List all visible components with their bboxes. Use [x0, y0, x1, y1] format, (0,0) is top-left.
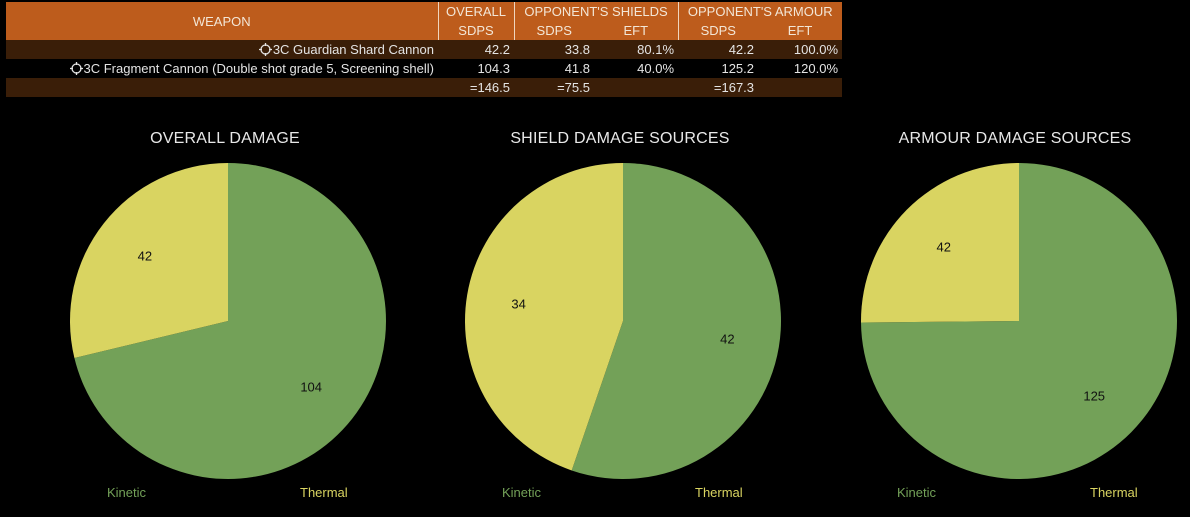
table-row: 3C Fragment Cannon (Double shot grade 5,… [6, 59, 843, 78]
weapon-cell: 3C Guardian Shard Cannon [6, 40, 438, 59]
weapon-cell: 3C Fragment Cannon (Double shot grade 5,… [6, 59, 438, 78]
pie-value-label: 34 [511, 297, 525, 312]
shields-header: OPPONENT'S SHIELDS [513, 2, 679, 21]
shield-legend-thermal: Thermal [695, 485, 743, 500]
totals-row: =146.5 =75.5 =167.3 [6, 78, 843, 97]
pie-slice-kinetic[interactable] [861, 163, 1177, 479]
shield-damage-title: SHIELD DAMAGE SOURCES [510, 130, 730, 147]
pie-slice-kinetic[interactable] [571, 163, 781, 479]
shield-eft-cell: 40.0% [594, 59, 679, 78]
totals-blank-cell [758, 78, 843, 97]
total-overall-sdps: =146.5 [438, 78, 514, 97]
armour-legend-kinetic: Kinetic [897, 485, 937, 500]
weapon-name: 3C Fragment Cannon (Double shot grade 5,… [83, 61, 434, 76]
pie-slice-thermal[interactable] [861, 163, 1019, 323]
shield-sdps-cell: 41.8 [514, 59, 594, 78]
armour-damage-pie-chart: 125 42 [861, 163, 1177, 479]
overall-damage-title: OVERALL DAMAGE [150, 130, 300, 147]
overall-sdps-cell: 42.2 [438, 40, 514, 59]
overall-legend-thermal: Thermal [300, 485, 348, 500]
shield-eft-header[interactable]: EFT [594, 21, 679, 40]
shield-sdps-cell: 33.8 [514, 40, 594, 59]
hardpoint-reticle-icon [258, 43, 272, 56]
pie-value-label: 42 [138, 249, 152, 264]
pie-slice-thermal[interactable] [464, 163, 623, 471]
armour-eft-header[interactable]: EFT [758, 21, 843, 40]
overall-legend-kinetic: Kinetic [107, 485, 147, 500]
pie-slice-thermal[interactable] [70, 163, 228, 359]
shield-damage-pie-chart: 42 34 [464, 163, 781, 479]
pie-slice-kinetic[interactable] [74, 163, 386, 479]
armour-header: OPPONENT'S ARMOUR [677, 2, 843, 21]
pie-value-label: 104 [300, 379, 322, 394]
armour-damage-title: ARMOUR DAMAGE SOURCES [898, 130, 1132, 147]
pie-value-label: 42 [937, 239, 951, 254]
overall-sdps-header[interactable]: SDPS [437, 21, 514, 40]
totals-blank-cell [594, 78, 679, 97]
hardpoint-reticle-icon [69, 62, 83, 75]
shield-eft-cell: 80.1% [594, 40, 679, 59]
shield-sdps-header[interactable]: SDPS [513, 21, 594, 40]
table-row: 3C Guardian Shard Cannon 42.2 33.8 80.1%… [6, 40, 843, 59]
armour-eft-cell: 100.0% [758, 40, 843, 59]
armour-sdps-header[interactable]: SDPS [677, 21, 759, 40]
total-shield-sdps: =75.5 [514, 78, 594, 97]
armour-eft-cell: 120.0% [758, 59, 843, 78]
totals-blank-cell [6, 78, 438, 97]
weapon-name: 3C Guardian Shard Cannon [272, 42, 434, 57]
overall-sdps-cell: 104.3 [438, 59, 514, 78]
armour-sdps-cell: 42.2 [678, 40, 759, 59]
pie-value-label: 42 [720, 331, 734, 346]
overall-header[interactable]: OVERALL [437, 2, 514, 21]
damage-table: WEAPON OVERALL OPPONENT'S SHIELDS OPPONE… [6, 2, 843, 97]
armour-legend-thermal: Thermal [1090, 485, 1138, 500]
pie-value-label: 125 [1083, 389, 1105, 404]
overall-damage-pie-chart: 104 42 [70, 163, 386, 479]
weapon-header[interactable]: WEAPON [6, 2, 438, 40]
armour-sdps-cell: 125.2 [678, 59, 759, 78]
shield-legend-kinetic: Kinetic [502, 485, 542, 500]
total-armour-sdps: =167.3 [678, 78, 759, 97]
